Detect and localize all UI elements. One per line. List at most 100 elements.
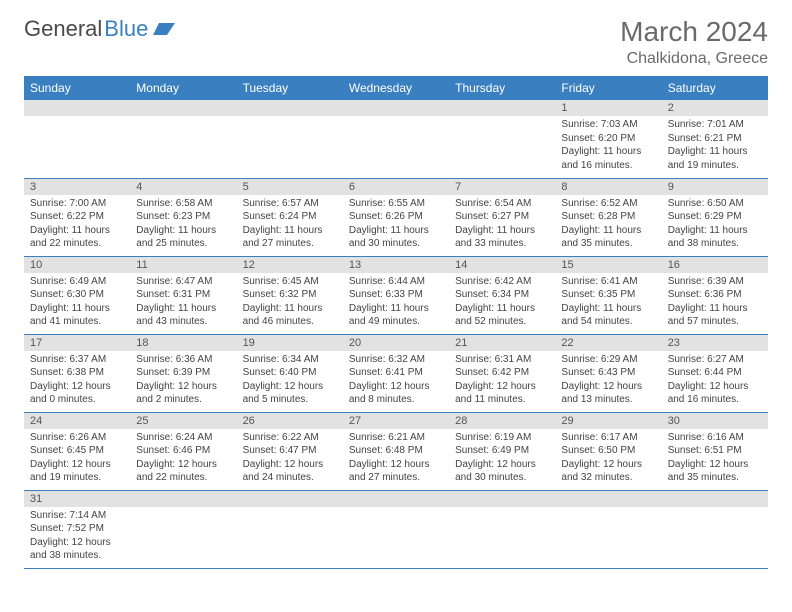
sunset-text: Sunset: 6:44 PM	[668, 366, 762, 380]
sunrise-text: Sunrise: 6:29 AM	[561, 353, 655, 367]
calendar-table: SundayMondayTuesdayWednesdayThursdayFrid…	[24, 76, 768, 569]
daylight-text: Daylight: 11 hours and 27 minutes.	[243, 224, 337, 251]
sunset-text: Sunset: 6:45 PM	[30, 444, 124, 458]
sunset-text: Sunset: 6:27 PM	[455, 210, 549, 224]
day-body: Sunrise: 6:45 AMSunset: 6:32 PMDaylight:…	[237, 273, 343, 333]
day-number	[24, 100, 130, 116]
day-number: 16	[662, 257, 768, 273]
sunset-text: Sunset: 6:40 PM	[243, 366, 337, 380]
day-number: 22	[555, 335, 661, 351]
sunset-text: Sunset: 6:23 PM	[136, 210, 230, 224]
calendar-cell: 8Sunrise: 6:52 AMSunset: 6:28 PMDaylight…	[555, 178, 661, 256]
daylight-text: Daylight: 12 hours and 22 minutes.	[136, 458, 230, 485]
sunset-text: Sunset: 6:36 PM	[668, 288, 762, 302]
calendar-cell: 6Sunrise: 6:55 AMSunset: 6:26 PMDaylight…	[343, 178, 449, 256]
day-number: 21	[449, 335, 555, 351]
day-number: 23	[662, 335, 768, 351]
calendar-cell: 9Sunrise: 6:50 AMSunset: 6:29 PMDaylight…	[662, 178, 768, 256]
daylight-text: Daylight: 12 hours and 30 minutes.	[455, 458, 549, 485]
sunset-text: Sunset: 6:50 PM	[561, 444, 655, 458]
day-number	[449, 100, 555, 116]
day-body: Sunrise: 6:47 AMSunset: 6:31 PMDaylight:…	[130, 273, 236, 333]
daylight-text: Daylight: 11 hours and 49 minutes.	[349, 302, 443, 329]
daylight-text: Daylight: 11 hours and 25 minutes.	[136, 224, 230, 251]
calendar-cell: 3Sunrise: 7:00 AMSunset: 6:22 PMDaylight…	[24, 178, 130, 256]
day-number: 13	[343, 257, 449, 273]
day-body	[130, 507, 236, 513]
weekday-header: Thursday	[449, 76, 555, 100]
sunset-text: Sunset: 6:48 PM	[349, 444, 443, 458]
calendar-cell: 26Sunrise: 6:22 AMSunset: 6:47 PMDayligh…	[237, 412, 343, 490]
calendar-cell	[662, 490, 768, 568]
day-body: Sunrise: 6:34 AMSunset: 6:40 PMDaylight:…	[237, 351, 343, 411]
sunrise-text: Sunrise: 6:49 AM	[30, 275, 124, 289]
calendar-cell: 22Sunrise: 6:29 AMSunset: 6:43 PMDayligh…	[555, 334, 661, 412]
day-number	[555, 491, 661, 507]
calendar-cell: 10Sunrise: 6:49 AMSunset: 6:30 PMDayligh…	[24, 256, 130, 334]
sunset-text: Sunset: 6:46 PM	[136, 444, 230, 458]
daylight-text: Daylight: 11 hours and 43 minutes.	[136, 302, 230, 329]
sunset-text: Sunset: 6:21 PM	[668, 132, 762, 146]
day-body	[237, 507, 343, 513]
sunrise-text: Sunrise: 6:34 AM	[243, 353, 337, 367]
sunset-text: Sunset: 6:20 PM	[561, 132, 655, 146]
day-number: 31	[24, 491, 130, 507]
day-number: 12	[237, 257, 343, 273]
calendar-cell: 30Sunrise: 6:16 AMSunset: 6:51 PMDayligh…	[662, 412, 768, 490]
daylight-text: Daylight: 12 hours and 32 minutes.	[561, 458, 655, 485]
weekday-header: Monday	[130, 76, 236, 100]
calendar-row: 3Sunrise: 7:00 AMSunset: 6:22 PMDaylight…	[24, 178, 768, 256]
calendar-cell: 4Sunrise: 6:58 AMSunset: 6:23 PMDaylight…	[130, 178, 236, 256]
calendar-row: 24Sunrise: 6:26 AMSunset: 6:45 PMDayligh…	[24, 412, 768, 490]
sunrise-text: Sunrise: 6:21 AM	[349, 431, 443, 445]
calendar-cell: 12Sunrise: 6:45 AMSunset: 6:32 PMDayligh…	[237, 256, 343, 334]
day-number: 17	[24, 335, 130, 351]
sunset-text: Sunset: 6:30 PM	[30, 288, 124, 302]
day-body: Sunrise: 6:16 AMSunset: 6:51 PMDaylight:…	[662, 429, 768, 489]
sunrise-text: Sunrise: 7:01 AM	[668, 118, 762, 132]
calendar-row: 17 Sunrise: 6:37 AMSunset: 6:38 PM Dayligh…	[24, 334, 768, 412]
header: GeneralBlue March 2024 Chalkidona, Greec…	[24, 16, 768, 68]
day-number	[662, 491, 768, 507]
day-body: Sunrise: 6:32 AMSunset: 6:41 PMDaylight:…	[343, 351, 449, 411]
sunset-text: Sunset: 6:49 PM	[455, 444, 549, 458]
sunrise-text: Sunrise: 7:03 AM	[561, 118, 655, 132]
sunset-text: Sunset: 6:22 PM	[30, 210, 124, 224]
calendar-cell: 13Sunrise: 6:44 AMSunset: 6:33 PMDayligh…	[343, 256, 449, 334]
calendar-cell	[237, 490, 343, 568]
sunrise-text: Sunrise: 6:24 AM	[136, 431, 230, 445]
sunset-text: Sunset: 6:26 PM	[349, 210, 443, 224]
sunrise-text: Sunrise: 6:57 AM	[243, 197, 337, 211]
day-number: 30	[662, 413, 768, 429]
calendar-cell: 18Sunrise: 6:36 AMSunset: 6:39 PMDayligh…	[130, 334, 236, 412]
calendar-cell	[24, 100, 130, 178]
day-body: Sunrise: 6:19 AMSunset: 6:49 PMDaylight:…	[449, 429, 555, 489]
sunset-text: Sunset: 6:38 PM	[30, 366, 124, 380]
day-number: 11	[130, 257, 236, 273]
day-number	[343, 491, 449, 507]
calendar-cell	[130, 100, 236, 178]
logo-flag-icon	[153, 21, 175, 37]
day-body: Sunrise: 6:27 AMSunset: 6:44 PMDaylight:…	[662, 351, 768, 411]
daylight-text: Daylight: 12 hours and 2 minutes.	[136, 380, 230, 407]
day-number	[130, 491, 236, 507]
daylight-text: Daylight: 11 hours and 22 minutes.	[30, 224, 124, 251]
calendar-cell: 7Sunrise: 6:54 AMSunset: 6:27 PMDaylight…	[449, 178, 555, 256]
day-body	[237, 116, 343, 122]
weekday-header: Friday	[555, 76, 661, 100]
day-body: Sunrise: 6:50 AMSunset: 6:29 PMDaylight:…	[662, 195, 768, 255]
daylight-text: Daylight: 12 hours and 19 minutes.	[30, 458, 124, 485]
calendar-cell: 21Sunrise: 6:31 AMSunset: 6:42 PMDayligh…	[449, 334, 555, 412]
sunset-text: Sunset: 6:39 PM	[136, 366, 230, 380]
day-body	[662, 507, 768, 513]
day-number: 29	[555, 413, 661, 429]
day-body: Sunrise: 6:39 AMSunset: 6:36 PMDaylight:…	[662, 273, 768, 333]
sunset-text: Sunset: 6:24 PM	[243, 210, 337, 224]
sunrise-text: Sunrise: 6:37 AM	[30, 353, 124, 367]
day-body: Sunrise: 6:21 AMSunset: 6:48 PMDaylight:…	[343, 429, 449, 489]
day-number: 27	[343, 413, 449, 429]
calendar-cell: 20Sunrise: 6:32 AMSunset: 6:41 PMDayligh…	[343, 334, 449, 412]
sunset-text: Sunset: 6:47 PM	[243, 444, 337, 458]
sunset-text: Sunset: 6:33 PM	[349, 288, 443, 302]
sunrise-text: Sunrise: 6:22 AM	[243, 431, 337, 445]
